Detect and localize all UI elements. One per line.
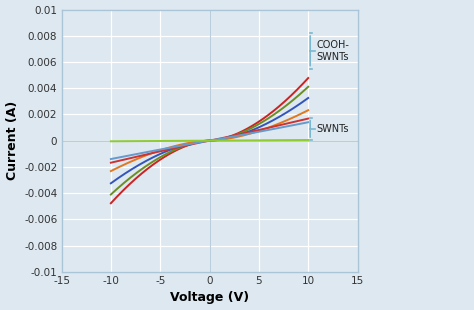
Text: SWNTs: SWNTs <box>316 124 348 134</box>
Text: COOH-
SWNTs: COOH- SWNTs <box>316 40 349 62</box>
Y-axis label: Current (A): Current (A) <box>6 101 18 180</box>
X-axis label: Voltage (V): Voltage (V) <box>170 291 249 304</box>
